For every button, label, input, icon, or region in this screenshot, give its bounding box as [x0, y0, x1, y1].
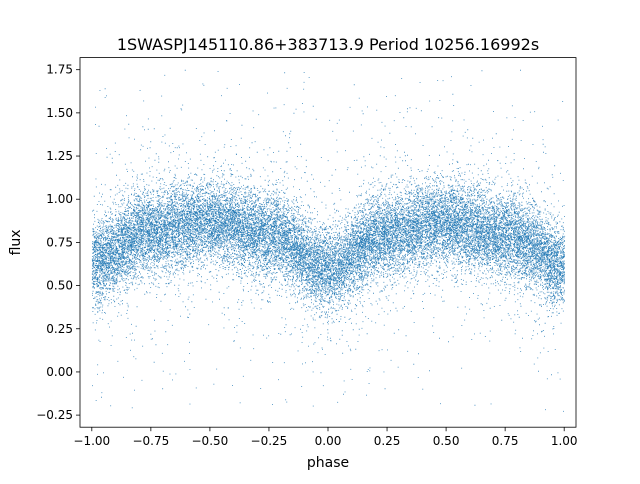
x-tick-label: 1.00 — [551, 434, 578, 448]
x-tick-label: 0.75 — [492, 434, 519, 448]
x-tick-label: 0.25 — [374, 434, 401, 448]
scatter-point-group — [92, 72, 565, 412]
y-tick-label: 0.75 — [46, 235, 73, 249]
x-tick-label: −0.50 — [192, 434, 229, 448]
y-tick-label: −0.25 — [36, 408, 73, 422]
chart-title: 1SWASPJ145110.86+383713.9 Period 10256.1… — [117, 35, 539, 54]
y-tick-label: 1.50 — [46, 106, 73, 120]
x-axis-label: phase — [307, 455, 349, 471]
y-axis: −0.25 0.00 0.25 0.50 0.75 1.00 1.25 1.50 1.75 — [36, 63, 80, 422]
plot-frame — [79, 57, 577, 428]
x-axis: −1.00 −0.75 −0.50 −0.25 0.00 0.25 0.50 0.75 1.00 — [73, 427, 578, 448]
x-tick-label: 0.00 — [315, 434, 342, 448]
x-tick-label: −1.00 — [73, 434, 110, 448]
y-tick-label: 0.25 — [46, 322, 73, 336]
y-tick-label: 0.50 — [46, 279, 73, 293]
x-tick-label: 0.50 — [433, 434, 460, 448]
x-tick-label: −0.25 — [251, 434, 288, 448]
scatter-points — [91, 69, 566, 412]
y-tick-label: 1.25 — [46, 149, 73, 163]
y-axis-label: flux — [8, 229, 24, 255]
x-tick-label: −0.75 — [132, 434, 169, 448]
y-tick-label: 1.00 — [46, 192, 73, 206]
y-tick-label: 0.00 — [46, 365, 73, 379]
y-tick-label: 1.75 — [46, 63, 73, 77]
